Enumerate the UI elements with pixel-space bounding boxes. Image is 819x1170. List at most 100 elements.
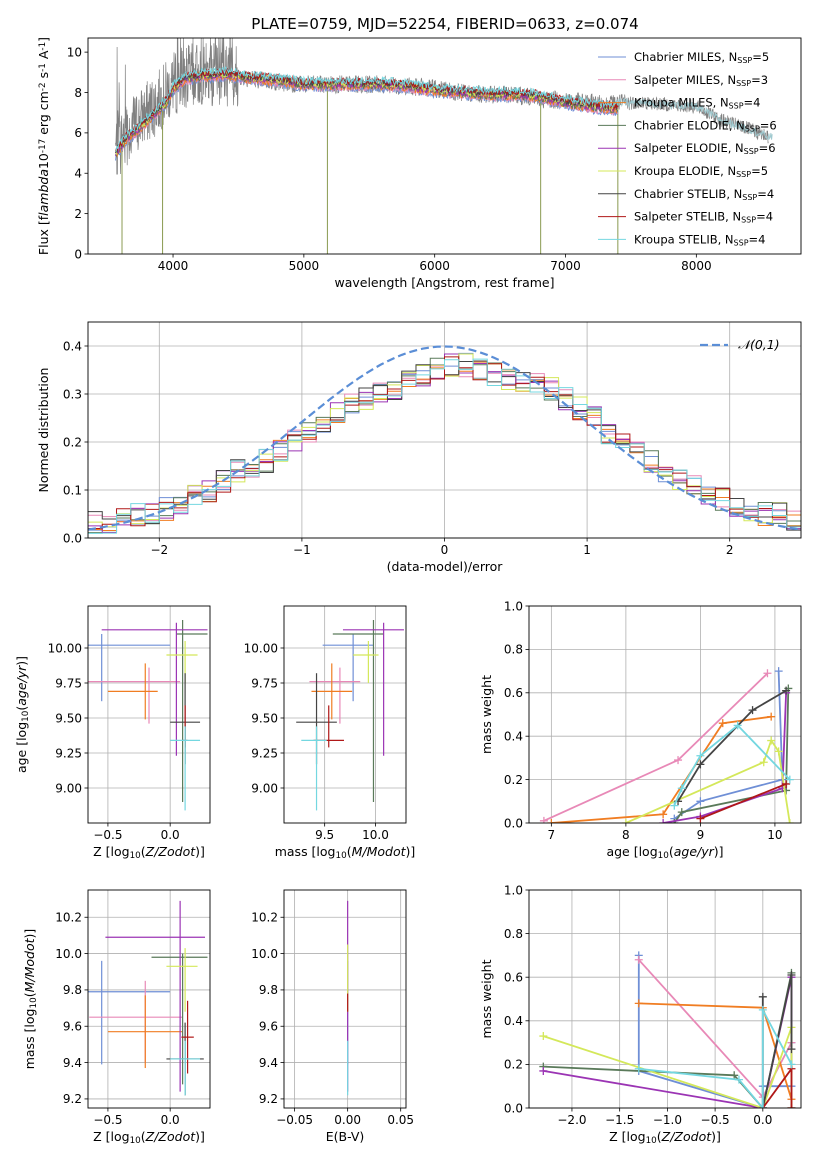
weight_vs_age-ytick-label: 0.6: [504, 686, 523, 700]
weight-marker-salpeter-miles: [634, 955, 643, 964]
weight-marker-kroupa-stelib: [787, 1060, 796, 1069]
weight-marker-kroupa-miles: [659, 810, 668, 819]
legend-label-chabrier-elodie: Chabrier ELODIE, NSSP​=6: [634, 118, 777, 133]
normal-curve: [88, 345, 801, 531]
residuals-xtick-label: −1: [293, 543, 311, 557]
weight-marker-salpeter-stelib: [782, 779, 791, 788]
residuals-xtick-label: −2: [150, 543, 168, 557]
age_vs_mass-xtick-label: 10.0: [362, 828, 389, 842]
age_vs_mass-xlabel: mass [log10​(M/M​odot)]: [275, 844, 416, 861]
weight_vs_age-ytick-label: 0.4: [504, 730, 523, 744]
mass_vs_ebv-xlabel: E(B-V): [326, 1129, 365, 1144]
mass_vs_ebv-ytick-label: 9.8: [259, 983, 278, 997]
age_vs_Z-xlabel: Z [log10​(Z/Z​odot)]: [93, 844, 205, 861]
spectrum-xlabel: wavelength [Angstrom, rest frame]: [334, 275, 554, 290]
weight-marker-salpeter-elodie: [659, 819, 668, 823]
weight_vs_age-ytick-label: 0.8: [504, 643, 523, 657]
spectrum-ytick-label: 10: [67, 45, 82, 59]
spectrum-ytick-label: 6: [74, 126, 82, 140]
weight_vs_Z-xlabel: Z [log10​(Z/Z​odot)]: [609, 1129, 721, 1146]
weight_vs_Z-ylabel: mass weight: [479, 959, 494, 1038]
residuals-ytick-label: 0.3: [63, 387, 82, 401]
mass_vs_Z-ytick-label: 9.6: [63, 1020, 82, 1034]
spectrum-ytick-label: 4: [74, 167, 82, 181]
age_vs_mass-ytick-label: 9.00: [251, 781, 278, 795]
mass_vs_Z-ytick-label: 9.2: [63, 1092, 82, 1106]
weight_vs_Z-ytick-label: 0.8: [504, 927, 523, 941]
weight-marker-chabrier-elodie: [730, 1071, 739, 1080]
legend-label-kroupa-miles: Kroupa MILES, NSSP​=4: [634, 96, 760, 111]
mass_vs_Z-ytick-label: 9.4: [63, 1056, 82, 1070]
mass_vs_ebv-ytick-label: 10.0: [251, 947, 278, 961]
age_vs_mass-ytick-label: 9.75: [251, 676, 278, 690]
weight_vs_age-ylabel: mass weight: [479, 675, 494, 754]
weight_vs_Z-ytick-label: 0.0: [504, 1101, 523, 1115]
weight-marker-kroupa-miles: [767, 712, 776, 721]
age_vs_Z-plot-area: [88, 620, 208, 811]
weight-marker-chabrier-elodie: [677, 808, 686, 817]
weight_vs_Z-ytick-label: 0.6: [504, 971, 523, 985]
legend-label-salpeter-elodie: Salpeter ELODIE, NSSP​=6: [634, 141, 776, 156]
residuals-xlabel: (data-model)/error: [387, 559, 504, 574]
spectrum-model-kroupa-stelib: [115, 65, 619, 153]
mass_vs_ebv-frame: [283, 889, 407, 1109]
residuals-plot-area: [88, 345, 801, 538]
weights-chabrier-elodie: [673, 688, 790, 823]
weight-marker-chabrier-stelib: [748, 706, 757, 715]
mass_vs_ebv-xtick-label: −0.05: [276, 1113, 313, 1127]
weight-marker-salpeter-miles: [674, 756, 683, 765]
mass_vs_ebv-ytick-label: 9.2: [259, 1092, 278, 1106]
spectrum-legend: Chabrier MILES, NSSP​=5 Salpeter MILES, N…: [598, 50, 777, 247]
spectrum-model-salpeter-stelib: [115, 67, 619, 153]
spectrum-xtick-label: 4000: [158, 259, 189, 273]
mass_vs_Z-ytick-label: 10.0: [55, 947, 82, 961]
residuals-ytick-label: 0.1: [63, 483, 82, 497]
residuals-xtick-label: 1: [583, 543, 591, 557]
age_vs_mass-xtick-label: 9.5: [315, 828, 334, 842]
mass_vs_ebv-ytick-label: 9.4: [259, 1056, 278, 1070]
weight-marker-chabrier-stelib: [787, 971, 796, 980]
weight_vs_Z-ytick-label: 1.0: [504, 883, 523, 897]
spectrum-xtick-label: 6000: [419, 259, 450, 273]
histogram-kroupa-stelib: [88, 358, 801, 538]
weight_vs_age-xtick-label: 9: [697, 828, 705, 842]
mass_vs_Z-plot-area: [88, 900, 208, 1096]
age_vs_mass-ytick-label: 10.00: [244, 641, 278, 655]
weight-marker-kroupa-stelib: [670, 801, 679, 810]
weight-marker-kroupa-elodie: [759, 758, 768, 767]
weight-marker-salpeter-miles: [539, 816, 548, 823]
spectrum-frame: [87, 37, 802, 255]
mass_vs_Z-xlabel: Z [log10​(Z/Z​odot)]: [93, 1129, 205, 1146]
weight_vs_age-plot-area: [539, 667, 794, 823]
weight_vs_Z-xtick-label: −0.5: [701, 1113, 730, 1127]
weight-marker-kroupa-stelib: [733, 721, 742, 730]
weight-marker-kroupa-stelib: [677, 784, 686, 793]
mass_vs_Z-frame: [87, 889, 211, 1109]
residuals-frame: [87, 321, 802, 539]
spectrum-plot-area: [115, 38, 773, 254]
spectrum-ytick-label: 2: [74, 207, 82, 221]
residuals-ytick-label: 0.4: [63, 339, 82, 353]
weight_vs_age-ytick-label: 0.0: [504, 816, 523, 830]
age_vs_Z-ytick-label: 9.75: [55, 676, 82, 690]
legend-label-chabrier-miles: Chabrier MILES, NSSP​=5: [634, 50, 769, 65]
age_vs_Z-xtick-label: −0.5: [93, 828, 122, 842]
age_vs_mass-plot-area: [296, 620, 404, 811]
weight-marker-chabrier-stelib: [758, 992, 767, 1001]
weight_vs_age-frame: [528, 605, 802, 824]
mass_vs_ebv-ytick-label: 9.6: [259, 1020, 278, 1034]
mass_vs_ebv-ytick-label: 10.2: [251, 911, 278, 925]
legend-label-chabrier-stelib: Chabrier STELIB, NSSP​=4: [634, 187, 774, 202]
weight-marker-salpeter-elodie: [539, 1066, 548, 1075]
weight-marker-kroupa-elodie: [774, 747, 783, 756]
weight-marker-kroupa-miles: [718, 719, 727, 728]
mass_vs_Z-xtick-label: 0.0: [161, 1113, 180, 1127]
weight_vs_Z-frame: [528, 889, 802, 1109]
spectrum-ytick-label: 0: [74, 247, 82, 261]
weight-marker-kroupa-stelib: [634, 1064, 643, 1073]
age_vs_mass-ytick-label: 9.50: [251, 711, 278, 725]
age_vs_mass-frame: [283, 605, 407, 824]
weights-chabrier-stelib: [677, 689, 787, 802]
weight-marker-kroupa-elodie: [785, 819, 794, 823]
